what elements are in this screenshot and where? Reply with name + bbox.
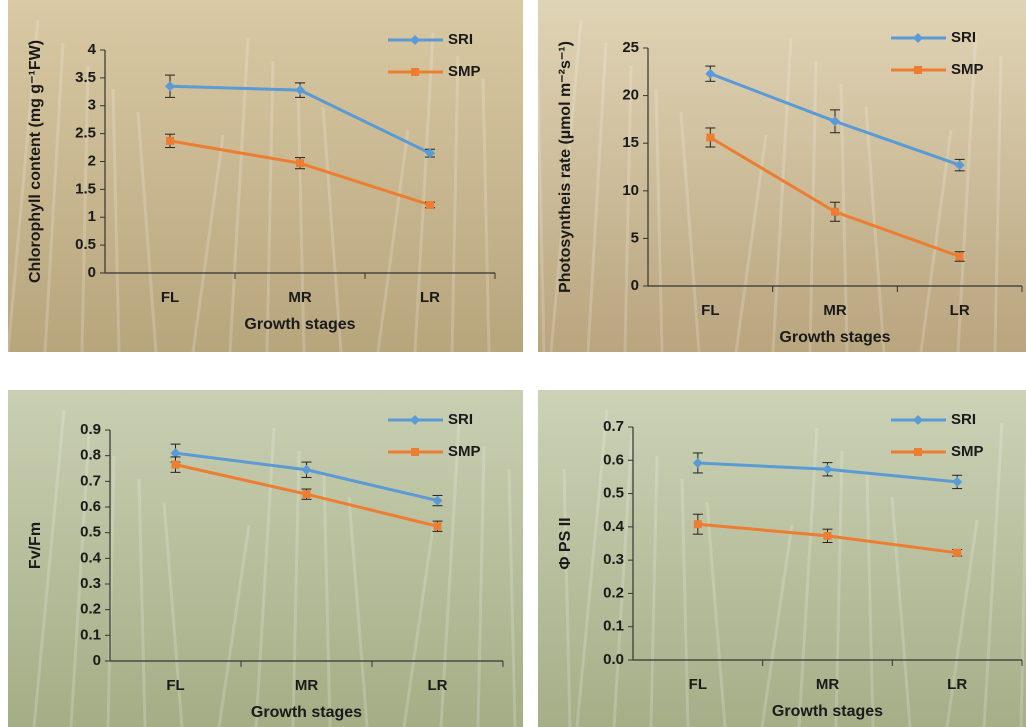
point	[426, 201, 434, 209]
x-tick-label: LR	[947, 676, 967, 693]
chart-panel: 0 0.5 1 1.5 2 2.5 3 3.5 4 FL MR LR Growth stages Chlo…	[8, 0, 523, 352]
y-tick-label: 0	[631, 277, 639, 294]
page: {"chart_data": [ {"type": "line", "categ…	[0, 0, 1026, 727]
x-axis-title: Growth stages	[251, 704, 362, 721]
y-tick-label: 0.1	[603, 618, 624, 635]
legend-marker	[914, 448, 922, 456]
y-tick-label: 1	[88, 208, 96, 225]
chart-panel: 0 0.1 0.2 0.3 0.4 0.5 0.6 0.7 0.8 0.9 FL MR LR Growth…	[8, 390, 523, 727]
y-tick-label: 2.5	[75, 125, 96, 142]
x-tick-label: FL	[161, 289, 179, 306]
point	[831, 208, 839, 216]
x-tick-label: LR	[420, 289, 440, 306]
point	[303, 490, 311, 498]
x-tick-label: MR	[823, 302, 846, 319]
y-tick-label: 15	[622, 134, 639, 151]
legend-label: SMP	[951, 61, 984, 78]
legend-marker	[411, 68, 419, 76]
legend-label: SRI	[448, 31, 473, 48]
x-axis-title: Growth stages	[772, 703, 883, 720]
y-tick-label: 10	[622, 182, 639, 199]
y-tick-label: 0.0	[603, 651, 624, 668]
x-tick-label: LR	[950, 302, 970, 319]
x-tick-label: FL	[166, 677, 184, 694]
y-tick-label: 0	[88, 264, 96, 281]
y-tick-label: 0.6	[80, 498, 101, 515]
y-tick-label: 5	[631, 229, 639, 246]
y-tick-label: 0.5	[603, 485, 624, 502]
legend-label: SMP	[448, 63, 481, 80]
y-tick-label: 0.8	[80, 447, 101, 464]
y-tick-label: 1.5	[75, 180, 96, 197]
x-tick-label: LR	[428, 677, 448, 694]
y-axis-title: Φ PS II	[557, 517, 574, 569]
y-axis-title: Fv/Fm	[27, 522, 44, 569]
y-tick-label: 3.5	[75, 69, 96, 86]
y-tick-label: 20	[622, 87, 639, 104]
legend-marker	[411, 448, 419, 456]
x-tick-label: FL	[701, 302, 719, 319]
y-tick-label: 4	[88, 41, 97, 58]
x-tick-label: FL	[689, 676, 707, 693]
y-tick-label: 0.6	[603, 451, 624, 468]
y-tick-label: 25	[622, 39, 639, 56]
point	[166, 137, 174, 145]
y-tick-label: 0.5	[80, 524, 101, 541]
y-tick-label: 0	[93, 652, 101, 669]
point	[956, 252, 964, 260]
y-tick-label: 0.2	[603, 584, 624, 601]
point	[434, 522, 442, 530]
point	[296, 159, 304, 167]
legend-label: SMP	[448, 443, 481, 460]
y-tick-label: 0.2	[80, 601, 101, 618]
legend-label: SRI	[951, 29, 976, 46]
y-tick-label: 0.9	[80, 421, 101, 438]
y-tick-label: 0.5	[75, 236, 96, 253]
y-tick-label: 0.1	[80, 626, 101, 643]
legend-label: SMP	[951, 443, 984, 460]
legend-label: SRI	[448, 411, 473, 428]
chart-panel: 0.0 0.1 0.2 0.3 0.4 0.5 0.6 0.7 FL MR LR Growth sta…	[538, 390, 1026, 727]
y-tick-label: 0.4	[603, 518, 625, 535]
point	[706, 133, 714, 141]
x-tick-label: MR	[288, 289, 311, 306]
y-axis-title: Photosyntheis rate (µmol m⁻²s⁻¹)	[557, 41, 574, 293]
y-tick-label: 0.7	[603, 418, 624, 435]
point	[953, 549, 961, 557]
y-tick-label: 2	[88, 152, 96, 169]
x-axis-title: Growth stages	[779, 329, 890, 346]
y-axis-title: Chlorophyll content (mg g⁻¹FW)	[27, 40, 44, 283]
y-tick-label: 0.3	[603, 551, 624, 568]
x-tick-label: MR	[816, 676, 839, 693]
legend-marker	[914, 66, 922, 74]
chart-panel: 0 5 10 15 20 25 FL MR LR Growth stages Photosynthe…	[538, 0, 1026, 352]
y-tick-label: 0.3	[80, 575, 101, 592]
legend-label: SRI	[951, 411, 976, 428]
y-tick-label: 0.4	[80, 549, 102, 566]
point	[694, 520, 702, 528]
x-axis-title: Growth stages	[244, 316, 355, 333]
y-tick-label: 3	[88, 97, 96, 114]
x-tick-label: MR	[295, 677, 318, 694]
y-tick-label: 0.7	[80, 472, 101, 489]
point	[172, 461, 180, 469]
point	[824, 532, 832, 540]
